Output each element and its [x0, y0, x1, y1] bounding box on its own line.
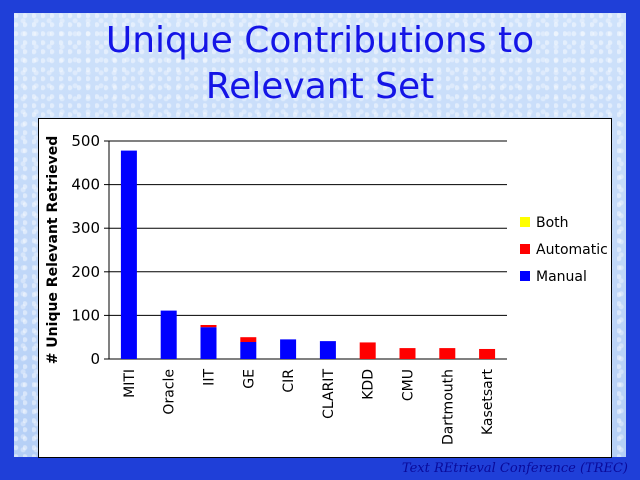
- x-tick-label-clarit: CLARIT: [321, 369, 337, 419]
- y-tick-label-0: 0: [90, 350, 100, 368]
- x-tick-label-miti: MITI: [122, 369, 138, 398]
- x-tick-label-kdd: KDD: [361, 369, 377, 400]
- bar-manual-ge: [240, 341, 257, 359]
- chart: 0 100 200 300 400 500 # Unique Relevant Retrie…: [45, 132, 608, 445]
- chart-panel: 0 100 200 300 400 500 # Unique Relevant Retrie…: [38, 118, 612, 458]
- bar-manual-cir: [280, 339, 297, 359]
- legend-label-manual: Manual: [536, 269, 587, 285]
- bar-manual-clarit: [319, 341, 336, 359]
- x-tick-label-kasetsart: Kasetsart: [480, 368, 496, 435]
- x-tick-label-iit: IIT: [202, 369, 218, 386]
- y-tick-label-400: 400: [71, 176, 100, 194]
- bar-automatic-kdd: [359, 342, 376, 359]
- bar-automatic-cmu: [399, 348, 416, 359]
- legend-swatch-both: [520, 217, 530, 227]
- y-tick-label-300: 300: [71, 219, 100, 237]
- bar-manual-oracle: [160, 310, 177, 359]
- legend-swatch-manual: [520, 271, 530, 281]
- legend-label-automatic: Automatic: [536, 242, 608, 258]
- y-axis-label: # Unique Relevant Retrieved: [45, 136, 61, 365]
- legend-swatch-automatic: [520, 244, 530, 254]
- bar-automatic-dartmouth: [439, 348, 456, 359]
- bar-automatic-ge: [240, 337, 257, 342]
- y-tick-label-200: 200: [71, 263, 100, 281]
- y-tick-label-100: 100: [71, 306, 100, 324]
- bar-automatic-kasetsart: [479, 348, 496, 359]
- footer-text: Text REtrieval Conference (TREC): [401, 461, 628, 476]
- legend-label-both: Both: [536, 215, 569, 231]
- bar-manual-miti: [120, 150, 137, 359]
- x-tick-label-dartmouth: Dartmouth: [440, 369, 456, 445]
- x-tick-label-cir: CIR: [281, 369, 297, 393]
- x-tick-label-oracle: Oracle: [162, 369, 178, 415]
- x-tick-label-ge: GE: [241, 369, 257, 389]
- slide-title: Unique Contributions to Relevant Set: [105, 20, 535, 107]
- bar-automatic-iit: [200, 324, 217, 328]
- x-tick-label-cmu: CMU: [401, 369, 417, 401]
- y-tick-label-500: 500: [71, 132, 100, 150]
- bar-manual-iit: [200, 327, 217, 359]
